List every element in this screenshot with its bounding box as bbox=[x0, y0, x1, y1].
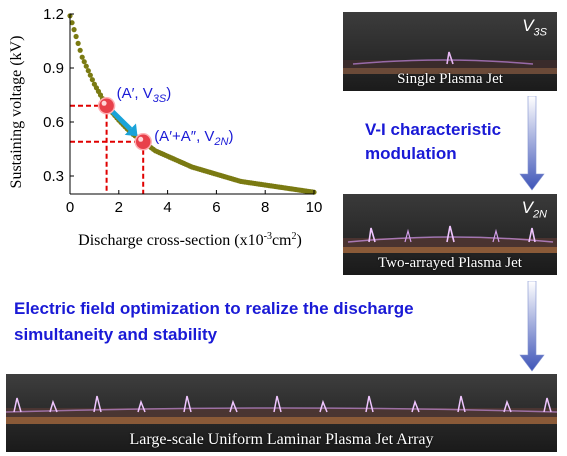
large-array-photo: Large-scale Uniform Laminar Plasma Jet A… bbox=[6, 374, 557, 452]
optimization-line-2: simultaneity and stability bbox=[14, 325, 218, 344]
marker-point bbox=[97, 97, 116, 115]
curve-point bbox=[77, 47, 83, 53]
single-jet-image bbox=[343, 12, 557, 91]
y-axis-label: Sustaining voltage (kV) bbox=[8, 36, 25, 189]
chart-axes bbox=[69, 14, 314, 195]
curve-point bbox=[87, 72, 93, 78]
large-array-image bbox=[6, 374, 557, 452]
x-axis-label: Discharge cross-section (x10-3cm2) bbox=[78, 231, 302, 249]
curve-point bbox=[71, 27, 77, 33]
two-jet-image bbox=[343, 194, 557, 275]
curve-point bbox=[89, 77, 95, 83]
x-tick-label: 6 bbox=[212, 199, 220, 216]
two-jet-photo: V2N Two-arrayed Plasma Jet bbox=[343, 194, 557, 275]
x-tick-label: 10 bbox=[306, 199, 323, 216]
modulation-text: V-I characteristic modulation bbox=[365, 118, 501, 166]
voltage-curve bbox=[67, 13, 317, 195]
large-array-caption: Large-scale Uniform Laminar Plasma Jet A… bbox=[129, 431, 434, 448]
modulation-line-1: V-I characteristic bbox=[365, 120, 502, 139]
curve-point bbox=[81, 59, 87, 65]
voltage-chart: 0 2 4 6 8 10 0.3 0.6 0.9 1.2 (A′, V3S) (A′+A″, V2N… bbox=[8, 6, 322, 249]
two-jet-voltage-tag: V2N bbox=[521, 198, 547, 221]
marker-guides bbox=[70, 104, 145, 194]
single-jet-voltage-tag: V3S bbox=[522, 16, 547, 39]
y-tick-label: 0.9 bbox=[43, 60, 64, 77]
marker-point bbox=[134, 133, 152, 151]
modulation-line-2: modulation bbox=[365, 144, 457, 163]
marker-highlight bbox=[138, 136, 144, 142]
arrow-shaft bbox=[109, 108, 133, 131]
chart-ticks: 0 2 4 6 8 10 0.3 0.6 0.9 1.2 bbox=[43, 6, 322, 216]
single-jet-caption: Single Plasma Jet bbox=[397, 71, 503, 87]
x-tick-label: 2 bbox=[115, 199, 123, 216]
arrow-head bbox=[124, 123, 138, 137]
single-jet-photo: V3S Single Plasma Jet bbox=[343, 12, 557, 91]
flow-arrow-1 bbox=[519, 96, 545, 191]
flow-arrow-2 bbox=[519, 281, 545, 372]
two-jet-caption: Two-arrayed Plasma Jet bbox=[378, 255, 522, 271]
y-tick-label: 1.2 bbox=[43, 6, 64, 23]
curve-point bbox=[75, 40, 81, 47]
y-tick-label: 0.6 bbox=[43, 114, 64, 131]
curve-point bbox=[79, 54, 85, 60]
x-tick-label: 4 bbox=[163, 199, 171, 216]
chart-markers: (A′, V3S) (A′+A″, V2N) bbox=[97, 85, 233, 151]
marker-label: (A′+A″, V2N) bbox=[154, 128, 233, 148]
curve-point bbox=[73, 33, 79, 40]
optimization-line-1: Electric field optimization to realize t… bbox=[14, 299, 414, 318]
x-tick-label: 0 bbox=[66, 199, 74, 216]
x-tick-label: 8 bbox=[261, 199, 269, 216]
y-tick-label: 0.3 bbox=[43, 168, 64, 185]
curve-point bbox=[83, 63, 89, 69]
marker-label: (A′, V3S) bbox=[117, 85, 172, 105]
transition-arrow bbox=[109, 108, 138, 137]
curve-point bbox=[85, 68, 91, 74]
optimization-text: Electric field optimization to realize t… bbox=[14, 296, 414, 348]
marker-highlight bbox=[101, 100, 107, 106]
curve-point bbox=[69, 20, 75, 26]
